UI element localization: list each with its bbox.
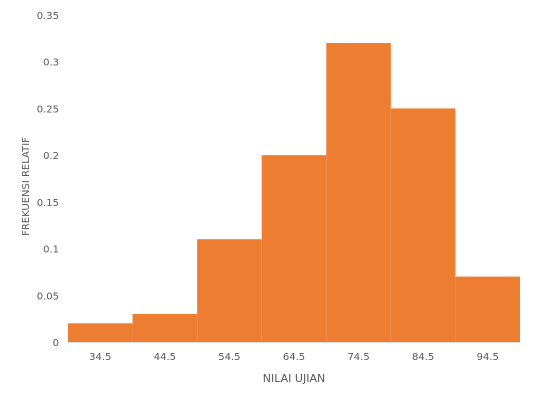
histogram-bar <box>132 313 198 342</box>
x-tick-label: 34.5 <box>89 352 111 363</box>
histogram-bar <box>197 239 262 342</box>
x-tick-label: 64.5 <box>283 352 305 363</box>
histogram-bar <box>326 43 391 343</box>
x-tick-label: 74.5 <box>347 352 369 363</box>
y-tick-label: 0.25 <box>37 104 59 115</box>
x-tick-label: 54.5 <box>218 352 240 363</box>
y-tick-label: 0.15 <box>37 198 59 209</box>
y-tick-label: 0.35 <box>37 11 59 22</box>
y-tick-label: 0.05 <box>37 291 59 302</box>
histogram-bar <box>68 323 133 342</box>
x-axis-label: NILAI UJIAN <box>263 372 325 385</box>
bars-group <box>68 43 520 343</box>
histogram-bar <box>390 108 456 342</box>
x-tick-label: 94.5 <box>477 352 499 363</box>
y-axis-ticks: 0 0.05 0.1 0.15 0.2 0.25 0.3 0.35 <box>37 11 59 349</box>
y-tick-label: 0.2 <box>43 151 59 162</box>
x-tick-label: 44.5 <box>154 352 176 363</box>
y-tick-label: 0.3 <box>43 58 59 69</box>
x-axis-ticks: 34.5 44.5 54.5 64.5 74.5 84.5 94.5 <box>89 352 499 363</box>
histogram-bar <box>261 155 327 342</box>
y-axis-label: FREKUENSI RELATIF <box>21 137 32 236</box>
y-tick-label: 0.1 <box>43 245 59 256</box>
x-tick-label: 84.5 <box>412 352 434 363</box>
histogram-bar <box>455 276 520 342</box>
y-tick-label: 0 <box>53 338 59 349</box>
